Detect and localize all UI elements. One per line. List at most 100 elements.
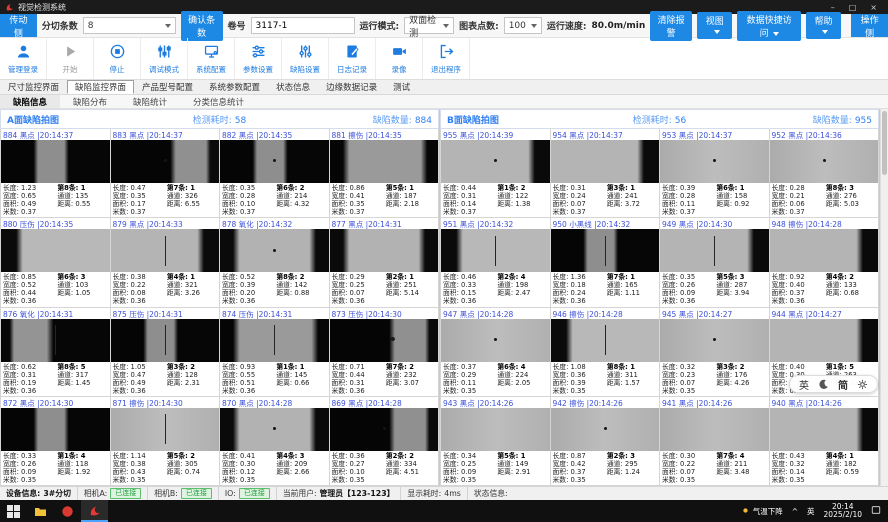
- debug-mode-button[interactable]: 调试模式: [141, 38, 188, 79]
- defect-cell[interactable]: 947 黑点 |20:14:28 长度: 0.37 宽度: 0.29 面积: 0.11…: [441, 307, 550, 396]
- tab-5[interactable]: 状态信息: [276, 83, 311, 93]
- tab-2[interactable]: 缺陷监控界面: [67, 80, 135, 94]
- defect-cell[interactable]: 870 黑点 |20:14:28 长度: 0.41 宽度: 0.30 面积: 0.12…: [220, 396, 329, 485]
- log-record-button[interactable]: 日志记录: [329, 38, 376, 79]
- app-title: 视觉检测系统: [18, 2, 66, 12]
- defect-width: 宽度: 0.30: [222, 459, 256, 468]
- file-explorer-button[interactable]: [27, 500, 54, 522]
- data-access-menu-button[interactable]: 数据快捷访问: [737, 10, 801, 41]
- defect-cell[interactable]: 949 黑点 |20:14:30 长度: 0.35 宽度: 0.26 面积: 0.09…: [660, 218, 769, 307]
- close-button[interactable]: ×: [870, 2, 877, 12]
- defect-cell[interactable]: 950 小黑线 |20:14:32 长度: 1.36 宽度: 0.18 面积: 0.2…: [550, 218, 659, 307]
- tab-4[interactable]: 系统参数配置: [209, 83, 261, 93]
- language-switcher: 英 简: [789, 375, 878, 393]
- scrollbar-thumb[interactable]: [882, 111, 887, 175]
- defect-width: 宽度: 0.33: [443, 281, 477, 290]
- defect-width: 宽度: 0.24: [552, 192, 586, 200]
- defect-cell[interactable]: 878 氧化 |20:14:32 长度: 0.52 宽度: 0.39 面积: 0.20…: [220, 218, 329, 307]
- weather-widget[interactable]: 气温下降: [741, 506, 783, 517]
- strip-count-select[interactable]: 8: [82, 17, 176, 34]
- tab-3[interactable]: 产品型号配置: [142, 83, 194, 93]
- start-button[interactable]: 开始: [47, 38, 94, 79]
- app-shortcut-button[interactable]: [54, 500, 81, 522]
- admin-login-button[interactable]: 管理登录: [0, 38, 47, 79]
- subtab-4[interactable]: 分类信息统计: [193, 97, 245, 108]
- lang-cn-button[interactable]: 简: [838, 380, 848, 392]
- defect-info: 长度: 1.05 宽度: 0.47 面积: 0.49 米数: 0.36 第3条: 2 通道…: [111, 362, 220, 396]
- defect-distance: 距离: 2.47: [497, 289, 531, 298]
- maximize-button[interactable]: □: [848, 2, 857, 12]
- system-config-button[interactable]: 系统配置: [188, 38, 235, 79]
- app-logo-icon: [5, 3, 14, 12]
- vertical-scrollbar[interactable]: [880, 109, 888, 486]
- tab-6[interactable]: 边缘数据记录: [326, 83, 378, 93]
- defect-cell[interactable]: 953 黑点 |20:14:37 长度: 0.39 宽度: 0.28 面积: 0.11…: [660, 129, 769, 218]
- defect-cell[interactable]: 875 压伤 |20:14:31 长度: 1.05 宽度: 0.47 面积: 0.49…: [110, 307, 220, 396]
- defect-cell[interactable]: 882 黑点 |20:14:35 长度: 0.35 宽度: 0.28 面积: 0.10…: [220, 129, 329, 218]
- taskbar-clock[interactable]: 20:14 2025/2/10: [824, 503, 862, 519]
- stop-button[interactable]: 停止: [94, 38, 141, 79]
- defect-meters: 米数: 0.36: [331, 386, 365, 395]
- defect-panel: A面缺陷拍图 检测耗时: 58 缺陷数量: 884 884 黑点 |20:14:37…: [0, 109, 440, 486]
- chart-points-select[interactable]: 100: [503, 17, 542, 34]
- defect-cell[interactable]: 946 擦伤 |20:14:28 长度: 1.08 宽度: 0.36 面积: 0.39…: [550, 307, 659, 396]
- moon-icon[interactable]: [818, 379, 829, 390]
- record-video-button[interactable]: 录像: [376, 38, 423, 79]
- start-button[interactable]: [0, 500, 27, 522]
- subtab-1[interactable]: 缺陷信息: [0, 95, 61, 108]
- roll-number-input[interactable]: [250, 17, 355, 34]
- defect-cell[interactable]: 869 黑点 |20:14:28 长度: 0.36 宽度: 0.27 面积: 0.10…: [329, 396, 438, 485]
- defect-cell[interactable]: 874 压伤 |20:14:31 长度: 0.93 宽度: 0.55 面积: 0.51…: [220, 307, 329, 396]
- drive-side-button[interactable]: 传动侧: [0, 14, 37, 39]
- minimize-button[interactable]: –: [830, 2, 835, 12]
- defect-distance: 距离: 1.57: [606, 378, 641, 387]
- defect-cell[interactable]: 945 黑点 |20:14:27 长度: 0.32 宽度: 0.23 面积: 0.07…: [660, 307, 769, 396]
- defect-area: 面积: 0.37: [771, 289, 805, 298]
- defect-cell[interactable]: 884 黑点 |20:14:37 长度: 1.23 宽度: 0.65 面积: 0.49…: [1, 129, 110, 218]
- defect-cell[interactable]: 883 黑点 |20:14:37 长度: 0.47 宽度: 0.35 面积: 0.17…: [110, 129, 219, 218]
- defect-cell[interactable]: 879 黑点 |20:14:33 长度: 0.38 宽度: 0.22 面积: 0.08…: [110, 218, 219, 307]
- defect-cell[interactable]: 955 黑点 |20:14:39 长度: 0.44 宽度: 0.31 面积: 0.14…: [441, 129, 550, 218]
- defect-cell[interactable]: 952 黑点 |20:14:36 长度: 0.28 宽度: 0.21 面积: 0.06…: [769, 129, 878, 218]
- defect-cell[interactable]: 948 擦伤 |20:14:28 长度: 0.92 宽度: 0.40 面积: 0.37…: [769, 218, 878, 307]
- defect-cell[interactable]: 942 擦伤 |20:14:26 长度: 0.87 宽度: 0.42 面积: 0.37…: [550, 396, 659, 485]
- subtab-2[interactable]: 缺陷分布: [73, 97, 108, 108]
- panel-time-label: 检测耗时:: [192, 115, 232, 126]
- defect-cell[interactable]: 880 压伤 |20:14:35 长度: 0.85 宽度: 0.52 面积: 0.44…: [1, 218, 110, 307]
- defect-cell[interactable]: 881 擦伤 |20:14:35 长度: 0.86 宽度: 0.41 面积: 0.35…: [329, 129, 438, 218]
- defect-cell[interactable]: 871 擦伤 |20:14:30 长度: 1.14 宽度: 0.38 面积: 0.43…: [110, 396, 219, 485]
- defect-cell[interactable]: 940 黑点 |20:14:26 长度: 0.43 宽度: 0.32 面积: 0.14…: [769, 396, 878, 485]
- ime-language-indicator[interactable]: 英: [807, 506, 815, 516]
- defect-cell[interactable]: 873 压伤 |20:14:30 长度: 0.71 宽度: 0.44 面积: 0.31…: [329, 307, 438, 396]
- help-menu-button[interactable]: 帮助: [805, 12, 842, 39]
- operator-side-button[interactable]: 操作侧: [851, 14, 888, 39]
- notification-icon[interactable]: [871, 505, 881, 517]
- defect-cell[interactable]: 872 黑点 |20:14:30 长度: 0.33 宽度: 0.26 面积: 0.09…: [1, 396, 110, 485]
- defect-cell[interactable]: 951 黑点 |20:14:32 长度: 0.46 宽度: 0.33 面积: 0.15…: [441, 218, 550, 307]
- view-menu-button[interactable]: 视图: [696, 12, 733, 39]
- gear-icon[interactable]: [857, 379, 868, 390]
- run-mode-select[interactable]: 双面检测: [404, 16, 455, 39]
- tray-expand-caret[interactable]: ^: [791, 506, 799, 516]
- confirm-count-button[interactable]: 确认条数: [180, 10, 223, 41]
- defect-cell[interactable]: 876 氧化 |20:14:31 长度: 0.62 宽度: 0.31 面积: 0.19…: [1, 307, 110, 396]
- exit-program-button[interactable]: 退出程序: [423, 38, 470, 79]
- subtab-3[interactable]: 缺陷统计: [133, 97, 168, 108]
- sun-icon: [741, 506, 750, 517]
- tab-7[interactable]: 测试: [393, 83, 411, 93]
- defect-settings-button[interactable]: 缺陷设置: [282, 38, 329, 79]
- defect-cell[interactable]: 941 黑点 |20:14:26 长度: 0.30 宽度: 0.22 面积: 0.07…: [660, 396, 769, 485]
- panel-count-label: 缺陷数量:: [812, 115, 852, 126]
- tab-1[interactable]: 尺寸监控界面: [8, 83, 60, 93]
- params-settings-button[interactable]: 参数设置: [235, 38, 282, 79]
- defect-distance: 距离: 0.92: [716, 200, 750, 208]
- defect-cell[interactable]: 943 黑点 |20:14:26 长度: 0.34 宽度: 0.25 面积: 0.09…: [441, 396, 550, 485]
- defect-cell-header: 880 压伤 |20:14:35: [3, 220, 74, 230]
- defect-cell[interactable]: 954 黑点 |20:14:37 长度: 0.31 宽度: 0.24 面积: 0.07…: [550, 129, 659, 218]
- clear-alarm-button[interactable]: 清除报警: [650, 10, 692, 41]
- inspection-app-button[interactable]: [81, 500, 108, 522]
- defect-cell[interactable]: 877 黑点 |20:14:31 长度: 0.29 宽度: 0.25 面积: 0.07…: [329, 218, 438, 307]
- lang-en-button[interactable]: 英: [799, 380, 809, 392]
- defect-cell-header: 947 黑点 |20:14:28: [443, 309, 514, 319]
- defect-cell-header: 873 压伤 |20:14:30: [331, 309, 402, 319]
